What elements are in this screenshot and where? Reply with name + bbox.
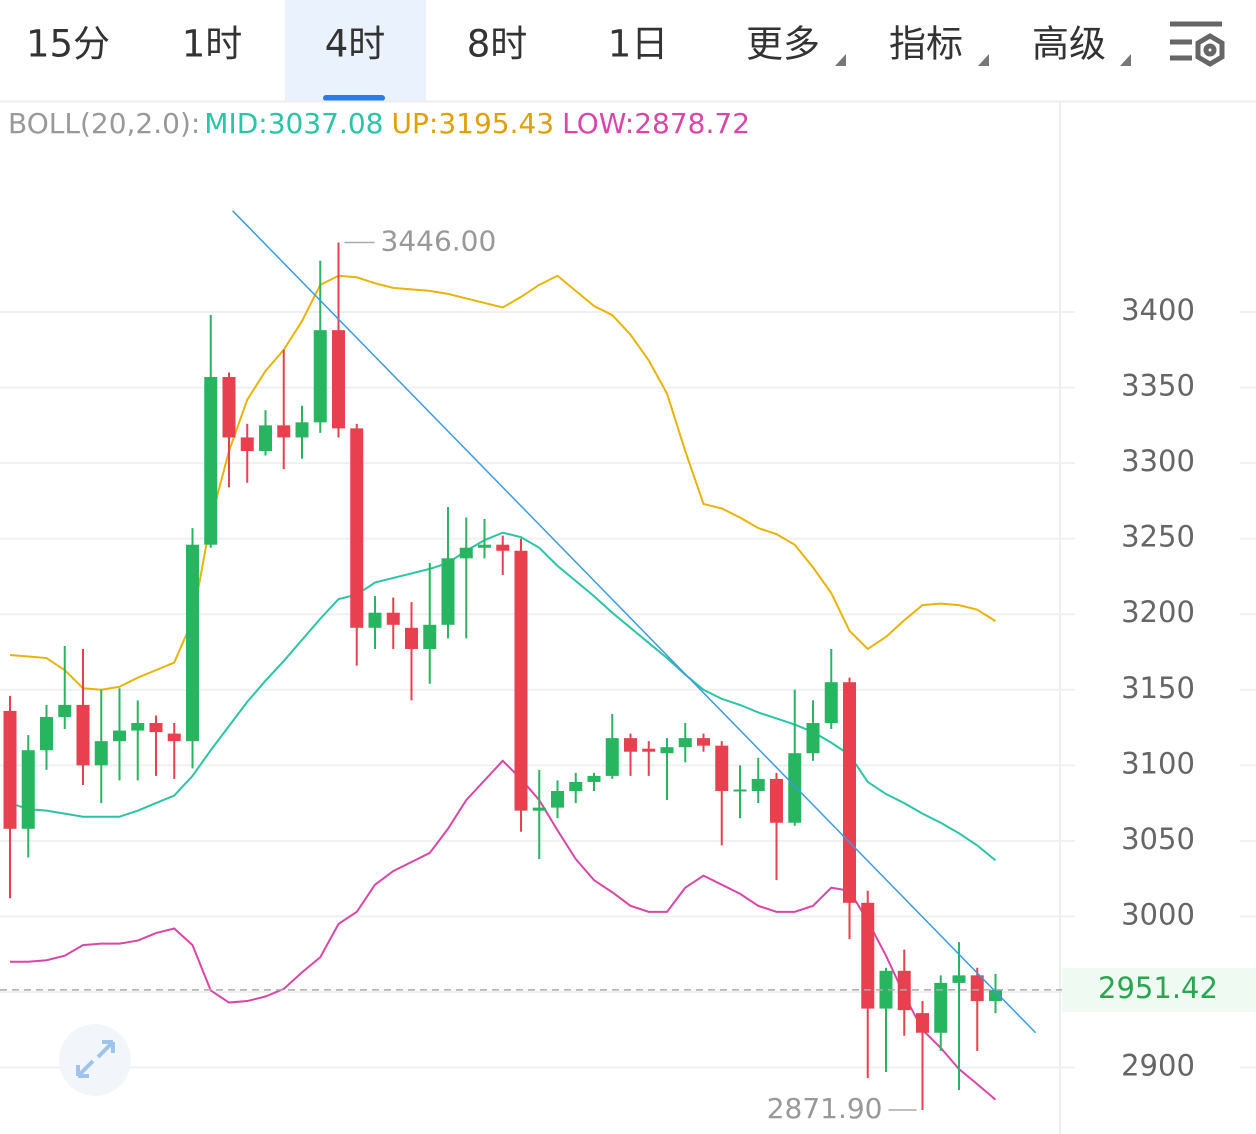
candle-body bbox=[295, 422, 309, 438]
candle-body bbox=[934, 982, 948, 1033]
y-tick-label: 3000 bbox=[1121, 897, 1195, 931]
candle-body bbox=[678, 738, 692, 748]
candle-body bbox=[532, 807, 546, 811]
candle-body bbox=[642, 748, 656, 752]
candle-body bbox=[916, 1013, 929, 1033]
candle-body bbox=[277, 425, 291, 438]
candle-body bbox=[186, 544, 199, 742]
indicator-name: BOLL(20,2.0): bbox=[8, 107, 200, 140]
settings-icon[interactable] bbox=[1170, 21, 1225, 67]
candle-body bbox=[970, 975, 984, 1002]
candle-body bbox=[332, 330, 345, 429]
active-tab-bg bbox=[285, 0, 426, 101]
trend-line bbox=[232, 210, 1037, 1034]
candle-body bbox=[751, 778, 765, 792]
tab[interactable]: 指标 bbox=[889, 23, 963, 66]
candle-body bbox=[441, 558, 455, 625]
candle-body bbox=[989, 989, 1002, 1002]
candle-body bbox=[204, 376, 218, 545]
candle-body bbox=[861, 902, 875, 1009]
candle-body bbox=[715, 745, 729, 792]
candle-body bbox=[660, 747, 674, 754]
indicator-low: LOW:2878.72 bbox=[562, 107, 750, 140]
y-tick-label: 3350 bbox=[1121, 369, 1195, 403]
dropdown-arrows bbox=[835, 54, 1131, 66]
candle-body bbox=[496, 544, 510, 551]
candle-body bbox=[222, 376, 236, 438]
candle-body bbox=[405, 627, 418, 649]
candle-body bbox=[131, 723, 145, 731]
candle-body bbox=[514, 550, 528, 811]
y-tick-label: 3150 bbox=[1121, 671, 1195, 705]
indicator-up: UP:3195.43 bbox=[392, 107, 555, 140]
candle-body bbox=[386, 612, 400, 625]
boll-line bbox=[9, 531, 997, 862]
y-tick-label: 3050 bbox=[1121, 822, 1195, 856]
candle-body bbox=[587, 775, 601, 782]
candle-body bbox=[733, 789, 747, 792]
candle-body bbox=[40, 716, 53, 751]
tab[interactable]: 高级 bbox=[1032, 23, 1106, 66]
candle-body bbox=[313, 330, 327, 423]
last-price-label: 2951.42 bbox=[1098, 971, 1218, 1005]
tab[interactable]: 更多 bbox=[746, 23, 820, 66]
candle-body bbox=[423, 624, 437, 649]
candle-body bbox=[368, 612, 382, 628]
y-tick-label: 3300 bbox=[1121, 444, 1195, 478]
candle-body bbox=[879, 970, 893, 1009]
candle-body bbox=[697, 738, 710, 746]
min-label: 2871.90 bbox=[767, 1092, 883, 1125]
candle-body bbox=[459, 547, 473, 559]
candle-body bbox=[149, 723, 163, 733]
tab[interactable]: 1日 bbox=[608, 23, 669, 66]
candle-body bbox=[58, 704, 72, 717]
candle-body bbox=[551, 791, 564, 808]
candle-body bbox=[770, 778, 783, 823]
indicator-legend: BOLL(20,2.0): MID:3037.08 UP:3195.43 LOW:28… bbox=[8, 107, 750, 140]
candle-body bbox=[806, 723, 820, 754]
tab[interactable]: 1时 bbox=[182, 23, 243, 66]
candle-body bbox=[350, 428, 364, 628]
candle-body bbox=[605, 738, 619, 776]
boll-line bbox=[10, 759, 997, 1101]
candle-body bbox=[167, 733, 181, 742]
max-label: 3446.00 bbox=[381, 225, 497, 258]
active-tab-indicator bbox=[323, 95, 385, 101]
candle-body bbox=[113, 730, 126, 742]
candle-body bbox=[824, 682, 838, 724]
expand-button[interactable] bbox=[59, 1024, 131, 1096]
y-tick-label: 2900 bbox=[1121, 1049, 1195, 1083]
y-tick-label: 3400 bbox=[1121, 293, 1195, 327]
candle-body bbox=[259, 425, 272, 452]
candle-body bbox=[478, 544, 491, 548]
tab[interactable]: 4时 bbox=[325, 23, 386, 66]
candle-body bbox=[843, 682, 856, 903]
candle-body bbox=[3, 710, 17, 829]
candle-body bbox=[952, 975, 966, 983]
y-tick-label: 3250 bbox=[1121, 520, 1195, 554]
last-price-bg bbox=[1062, 967, 1256, 1012]
indicator-mid: MID:3037.08 bbox=[204, 107, 383, 140]
candle-body bbox=[569, 781, 583, 792]
candle-body bbox=[21, 750, 35, 829]
tab[interactable]: 15分 bbox=[26, 23, 110, 66]
candle-body bbox=[788, 753, 802, 823]
candle-body bbox=[76, 704, 90, 766]
candle-body bbox=[624, 738, 637, 752]
tab[interactable]: 8时 bbox=[467, 23, 528, 66]
boll-line bbox=[9, 274, 997, 691]
candle-body bbox=[240, 437, 254, 452]
y-tick-label: 3200 bbox=[1121, 595, 1195, 629]
candle-body bbox=[94, 741, 108, 766]
y-tick-label: 3100 bbox=[1121, 746, 1195, 780]
